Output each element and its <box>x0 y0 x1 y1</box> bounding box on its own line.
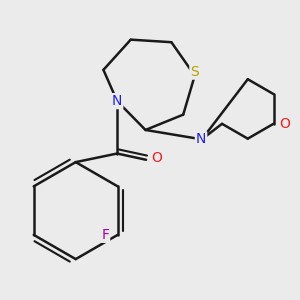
Text: N: N <box>196 132 206 146</box>
Text: F: F <box>101 228 109 242</box>
Text: S: S <box>190 64 199 79</box>
Text: O: O <box>152 151 163 165</box>
Text: O: O <box>279 117 290 131</box>
Text: N: N <box>112 94 122 108</box>
